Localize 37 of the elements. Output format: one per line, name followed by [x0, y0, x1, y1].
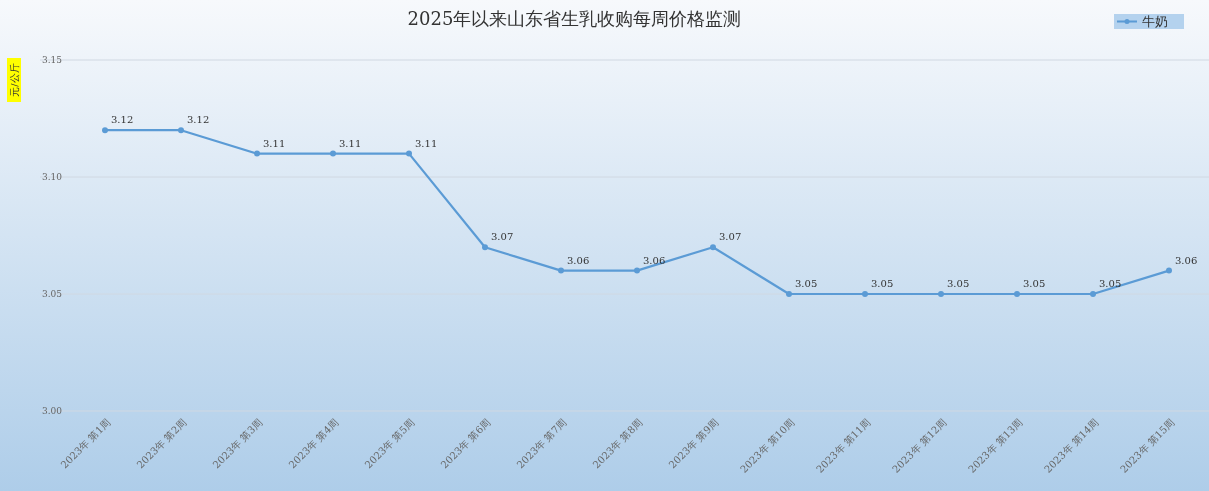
y-tick-label: 3.15 [41, 55, 63, 66]
point [406, 150, 412, 157]
data-label: 3.05 [795, 278, 818, 289]
y-tick-label: 3.10 [41, 172, 63, 183]
data-label: 3.06 [1175, 254, 1198, 266]
point [482, 244, 488, 251]
data-label: 3.05 [1099, 278, 1122, 289]
point [710, 244, 716, 251]
point [634, 267, 640, 274]
data-label: 3.05 [947, 278, 970, 289]
point [254, 150, 260, 157]
data-label: 3.07 [719, 231, 742, 243]
point [786, 291, 792, 297]
point [178, 127, 184, 134]
data-label: 3.06 [643, 254, 666, 266]
data-label: 3.12 [111, 114, 134, 126]
legend-label: 牛奶 [1142, 14, 1168, 29]
point [1090, 291, 1096, 297]
point [558, 267, 564, 274]
data-label: 3.12 [187, 114, 210, 126]
data-label: 3.11 [339, 137, 362, 149]
y-tick-label: 3.05 [41, 289, 63, 300]
chart-title: 2025年以来山东省生乳收购每周价格监测 [407, 8, 742, 29]
data-label: 3.11 [415, 137, 438, 149]
data-label: 3.07 [491, 231, 514, 243]
point [102, 127, 108, 134]
y-tick-label: 3.00 [41, 406, 63, 417]
point [330, 150, 336, 157]
point [938, 291, 944, 297]
data-label: 3.05 [871, 278, 894, 289]
point [1014, 291, 1020, 297]
data-label: 3.05 [1023, 278, 1046, 289]
y-axis-title: 元/公斤 [8, 63, 20, 97]
data-label: 3.11 [263, 137, 286, 149]
point [862, 291, 868, 297]
data-label: 3.06 [567, 254, 590, 266]
point [1166, 267, 1172, 274]
